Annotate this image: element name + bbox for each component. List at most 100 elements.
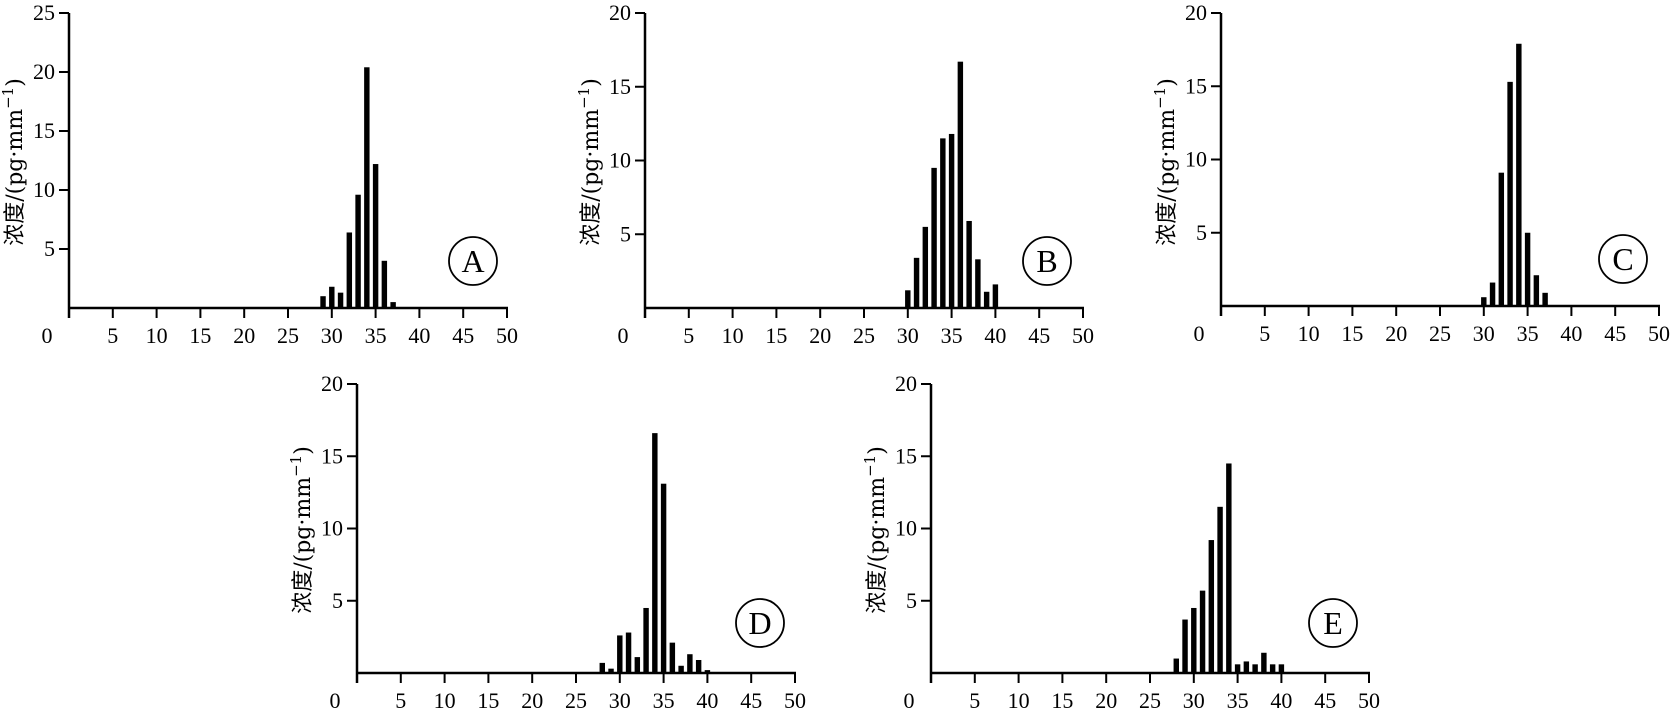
bar — [320, 296, 326, 308]
panel-badge-label: D — [748, 605, 771, 641]
x-tick-label: 15 — [477, 688, 499, 713]
x-tick-label: 15 — [1051, 688, 1073, 713]
bar — [1542, 292, 1548, 306]
bar — [1191, 607, 1197, 673]
panel-badge-circle — [1308, 598, 1358, 648]
bar — [1516, 43, 1522, 306]
y-axis-label: 浓度/(pg·mm−1) — [287, 446, 316, 614]
bar — [346, 232, 353, 308]
x-tick-label: 25 — [277, 323, 299, 348]
y-tick-label: 10 — [895, 516, 917, 541]
x-tick-label: 40 — [1560, 321, 1582, 346]
bar — [625, 632, 632, 673]
bar — [1278, 664, 1285, 673]
bar — [1498, 172, 1505, 306]
bar — [1261, 652, 1267, 673]
bar — [599, 662, 605, 673]
x-tick-label: 30 — [1473, 321, 1495, 346]
y-axis-label: 浓度/(pg·mm−1) — [0, 78, 28, 246]
bar — [966, 220, 972, 308]
x-tick-label: 10 — [1008, 688, 1030, 713]
bar — [1173, 658, 1179, 673]
y-tick-label: 15 — [895, 443, 917, 468]
bar — [1243, 661, 1250, 673]
x-tick-label: 25 — [1429, 321, 1451, 346]
y-tick-label: 25 — [33, 0, 55, 25]
x-tick-label: 5 — [107, 323, 118, 348]
bar — [643, 607, 649, 673]
y-tick-label: 20 — [895, 371, 917, 396]
bar — [913, 257, 920, 308]
bar — [669, 642, 676, 673]
panel-badge-circle — [735, 598, 785, 648]
x-tick-label: 25 — [565, 688, 587, 713]
bar — [364, 67, 370, 308]
x-tick-label: 10 — [722, 323, 744, 348]
bar — [1226, 463, 1232, 673]
bar — [1269, 664, 1276, 673]
x-tick-label: 40 — [984, 323, 1006, 348]
bar — [1533, 275, 1540, 306]
bar — [329, 286, 335, 308]
bar — [687, 654, 693, 673]
x-tick-label: 45 — [452, 323, 474, 348]
x-tick-label: 40 — [696, 688, 718, 713]
x-tick-label: 5 — [683, 323, 694, 348]
x-tick-label: 25 — [1139, 688, 1161, 713]
y-tick-label: 5 — [332, 588, 343, 613]
y-tick-label: 5 — [620, 221, 631, 246]
bar — [390, 302, 396, 308]
x-tick-label: 35 — [1227, 688, 1249, 713]
panel-d: 0 5 10 15 20 25 30 35 40 45 50 5 10 15 20 浓度/(pg·mm−1) D — [287, 371, 806, 713]
x-tick-label: 20 — [1385, 321, 1407, 346]
y-tick-label: 10 — [33, 177, 55, 202]
bar — [975, 259, 981, 308]
bar — [608, 668, 614, 673]
panel-badge-circle — [448, 236, 498, 286]
x-tick-label: 0 — [904, 688, 915, 713]
x-tick-label: 5 — [969, 688, 980, 713]
panel-b: 0 5 10 15 20 25 30 35 40 45 50 5 10 15 20 浓度/(pg·mm−1) B — [575, 0, 1094, 348]
x-tick-label: 30 — [609, 688, 631, 713]
panel-badge-circle — [1598, 234, 1648, 284]
x-tick-label: 5 — [395, 688, 406, 713]
x-tick-label: 50 — [1358, 688, 1380, 713]
x-tick-label: 35 — [1517, 321, 1539, 346]
bar — [957, 61, 964, 308]
bar — [992, 284, 999, 308]
bar — [905, 290, 911, 308]
bar — [948, 133, 955, 308]
bar — [634, 657, 641, 673]
bar — [617, 635, 623, 673]
bar — [695, 659, 702, 673]
panel-e: 0 5 10 15 20 25 30 35 40 45 50 5 10 15 20 浓度/(pg·mm−1) E — [861, 371, 1380, 713]
x-tick-label: 10 — [146, 323, 168, 348]
x-tick-label: 25 — [853, 323, 875, 348]
bar — [660, 483, 667, 673]
bar — [1234, 664, 1241, 673]
x-tick-label: 5 — [1259, 321, 1270, 346]
y-tick-label: 15 — [609, 74, 631, 99]
y-tick-label: 10 — [609, 148, 631, 173]
x-tick-label: 35 — [941, 323, 963, 348]
panel-badge-circle — [1022, 236, 1072, 286]
bar — [1208, 540, 1215, 673]
panel-badge-label: A — [461, 243, 484, 279]
y-tick-label: 5 — [44, 236, 55, 261]
x-tick-label: 10 — [434, 688, 456, 713]
panel-badge-label: C — [1612, 241, 1633, 277]
x-tick-label: 35 — [365, 323, 387, 348]
bar — [1489, 282, 1496, 306]
bar — [983, 291, 990, 308]
x-tick-label: 20 — [809, 323, 831, 348]
x-tick-label: 0 — [1194, 321, 1205, 346]
y-tick-label: 20 — [1185, 0, 1207, 25]
x-tick-label: 10 — [1298, 321, 1320, 346]
x-tick-label: 50 — [496, 323, 518, 348]
x-tick-label: 0 — [42, 323, 53, 348]
x-tick-label: 30 — [897, 323, 919, 348]
bar — [372, 164, 379, 308]
x-tick-label: 50 — [784, 688, 806, 713]
x-tick-label: 45 — [1604, 321, 1626, 346]
bar — [922, 226, 929, 308]
